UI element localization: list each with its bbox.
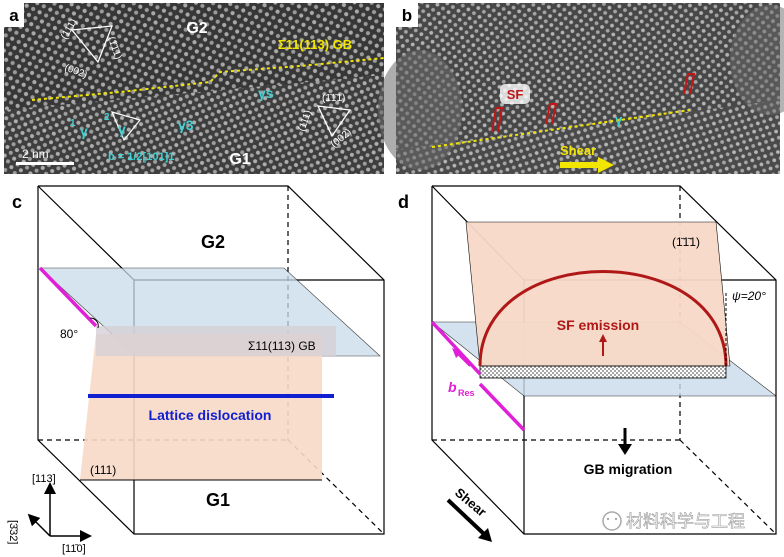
panel-d-sf-loop (478, 270, 728, 367)
panel-b-sf-2 (545, 103, 558, 125)
panel-d-b-res: b (448, 379, 457, 395)
panel-c-dislocation-label: Lattice dislocation (149, 407, 272, 423)
panel-a-label: a (9, 6, 19, 25)
panel-c-angle-label: 80° (60, 327, 78, 341)
panel-d-sf-emission: SF emission (557, 317, 639, 333)
panel-a-gamma-s: γs (258, 85, 274, 101)
panel-c-gb-label: Σ11(113) GB (248, 339, 316, 353)
panel-a-gb-label: Σ11(113) GB (278, 37, 352, 52)
panel-c-grain-g1: G1 (206, 490, 230, 510)
panel-a-gamma-3: γ3 (178, 117, 194, 133)
panel-c-axis-110-label: [11̄0] (62, 543, 86, 555)
panel-a-gamma-2: γ (118, 121, 126, 137)
panel-a-scale-bar (16, 162, 74, 165)
panel-d-slip-plane (465, 221, 731, 367)
panel-d-b-res-subscript: Res (458, 388, 475, 398)
panel-d-gb-migration-label: GB migration (584, 461, 673, 477)
panel-d-magenta-line-upper (430, 320, 482, 376)
panel-d-shear-arrow (478, 528, 492, 542)
panel-b-sf-label: SF (507, 87, 524, 102)
panel-a-triangle-right (316, 105, 352, 138)
panel-b-sf-3 (683, 73, 696, 95)
hrtem-image-b-bottom (396, 100, 780, 174)
panel-b-gamma: γ (615, 112, 623, 127)
panel-b-gb-line (431, 109, 691, 148)
panel-b: b SF γ Shear (378, 3, 784, 174)
panel-a-grain-g1: G1 (229, 151, 250, 168)
panel-d-shear-label: Shear (452, 485, 489, 520)
panel-c-axis-113-label: [113] (32, 473, 56, 485)
watermark-text: 材料科学与工程 (626, 512, 745, 531)
panel-c: c 80° Lattice dislocation G2 G1 Σ11(113)… (7, 185, 385, 555)
panel-d-psi-label: ψ=20° (732, 289, 766, 303)
panel-a-gb-line (31, 57, 385, 101)
panel-c-axis-332-label: [3̄32] (7, 520, 19, 544)
panel-d-label: d (398, 192, 409, 212)
panel-b-shear-arrow (560, 157, 614, 173)
panel-a-scale-bar-label: 2 nm (22, 147, 49, 161)
panel-d: d SF emission b Res (1̄1̄1) ψ=20° GB mig… (398, 185, 777, 542)
panel-d-plane-label: (1̄1̄1) (672, 235, 700, 249)
panel-b-shear-label: Shear (560, 143, 596, 158)
panel-c-label: c (12, 192, 22, 212)
panel-c-grain-g2: G2 (201, 232, 225, 252)
panel-d-gb-migration-arrow (618, 444, 632, 455)
panel-b-label-box (396, 3, 418, 27)
watermark: 材料科学与工程 (602, 511, 745, 531)
panel-c-plane-label: (111) (90, 463, 116, 477)
panel-d-magenta-line-lower (478, 382, 526, 432)
panel-c-magenta-line (38, 266, 98, 328)
panel-d-stacking-fault-strip (479, 365, 727, 379)
panel-a-plane-1bar1bar1-right: (1̄1̄1) (322, 93, 345, 104)
panel-a-triangle-top (70, 25, 113, 64)
panel-a-burgers-vector: b = 1/2[101]1 (108, 151, 174, 163)
hrtem-image-a-g1 (4, 75, 384, 174)
panel-b-sf-label-box (500, 84, 530, 104)
panel-a-gamma-1-index: 1 (70, 118, 76, 129)
panel-a-gamma-1: γ (80, 123, 88, 139)
panel-b-label: b (402, 6, 412, 25)
panel-c-axis-332 (27, 513, 51, 537)
panel-a-gamma-2-index: 2 (104, 112, 110, 123)
panel-c-plane-intersection (96, 326, 336, 356)
panel-a-label-box (4, 3, 24, 27)
wechat-icon (602, 511, 622, 531)
panel-a: a G2 G1 Σ11(113) GB (111) (1̄1̄1) (002) … (4, 3, 385, 174)
panel-b-sf-1 (491, 107, 504, 133)
panel-a-burgers-loop (110, 111, 142, 142)
panel-c-slip-plane (80, 334, 322, 480)
panel-a-grain-g2: G2 (186, 20, 207, 37)
